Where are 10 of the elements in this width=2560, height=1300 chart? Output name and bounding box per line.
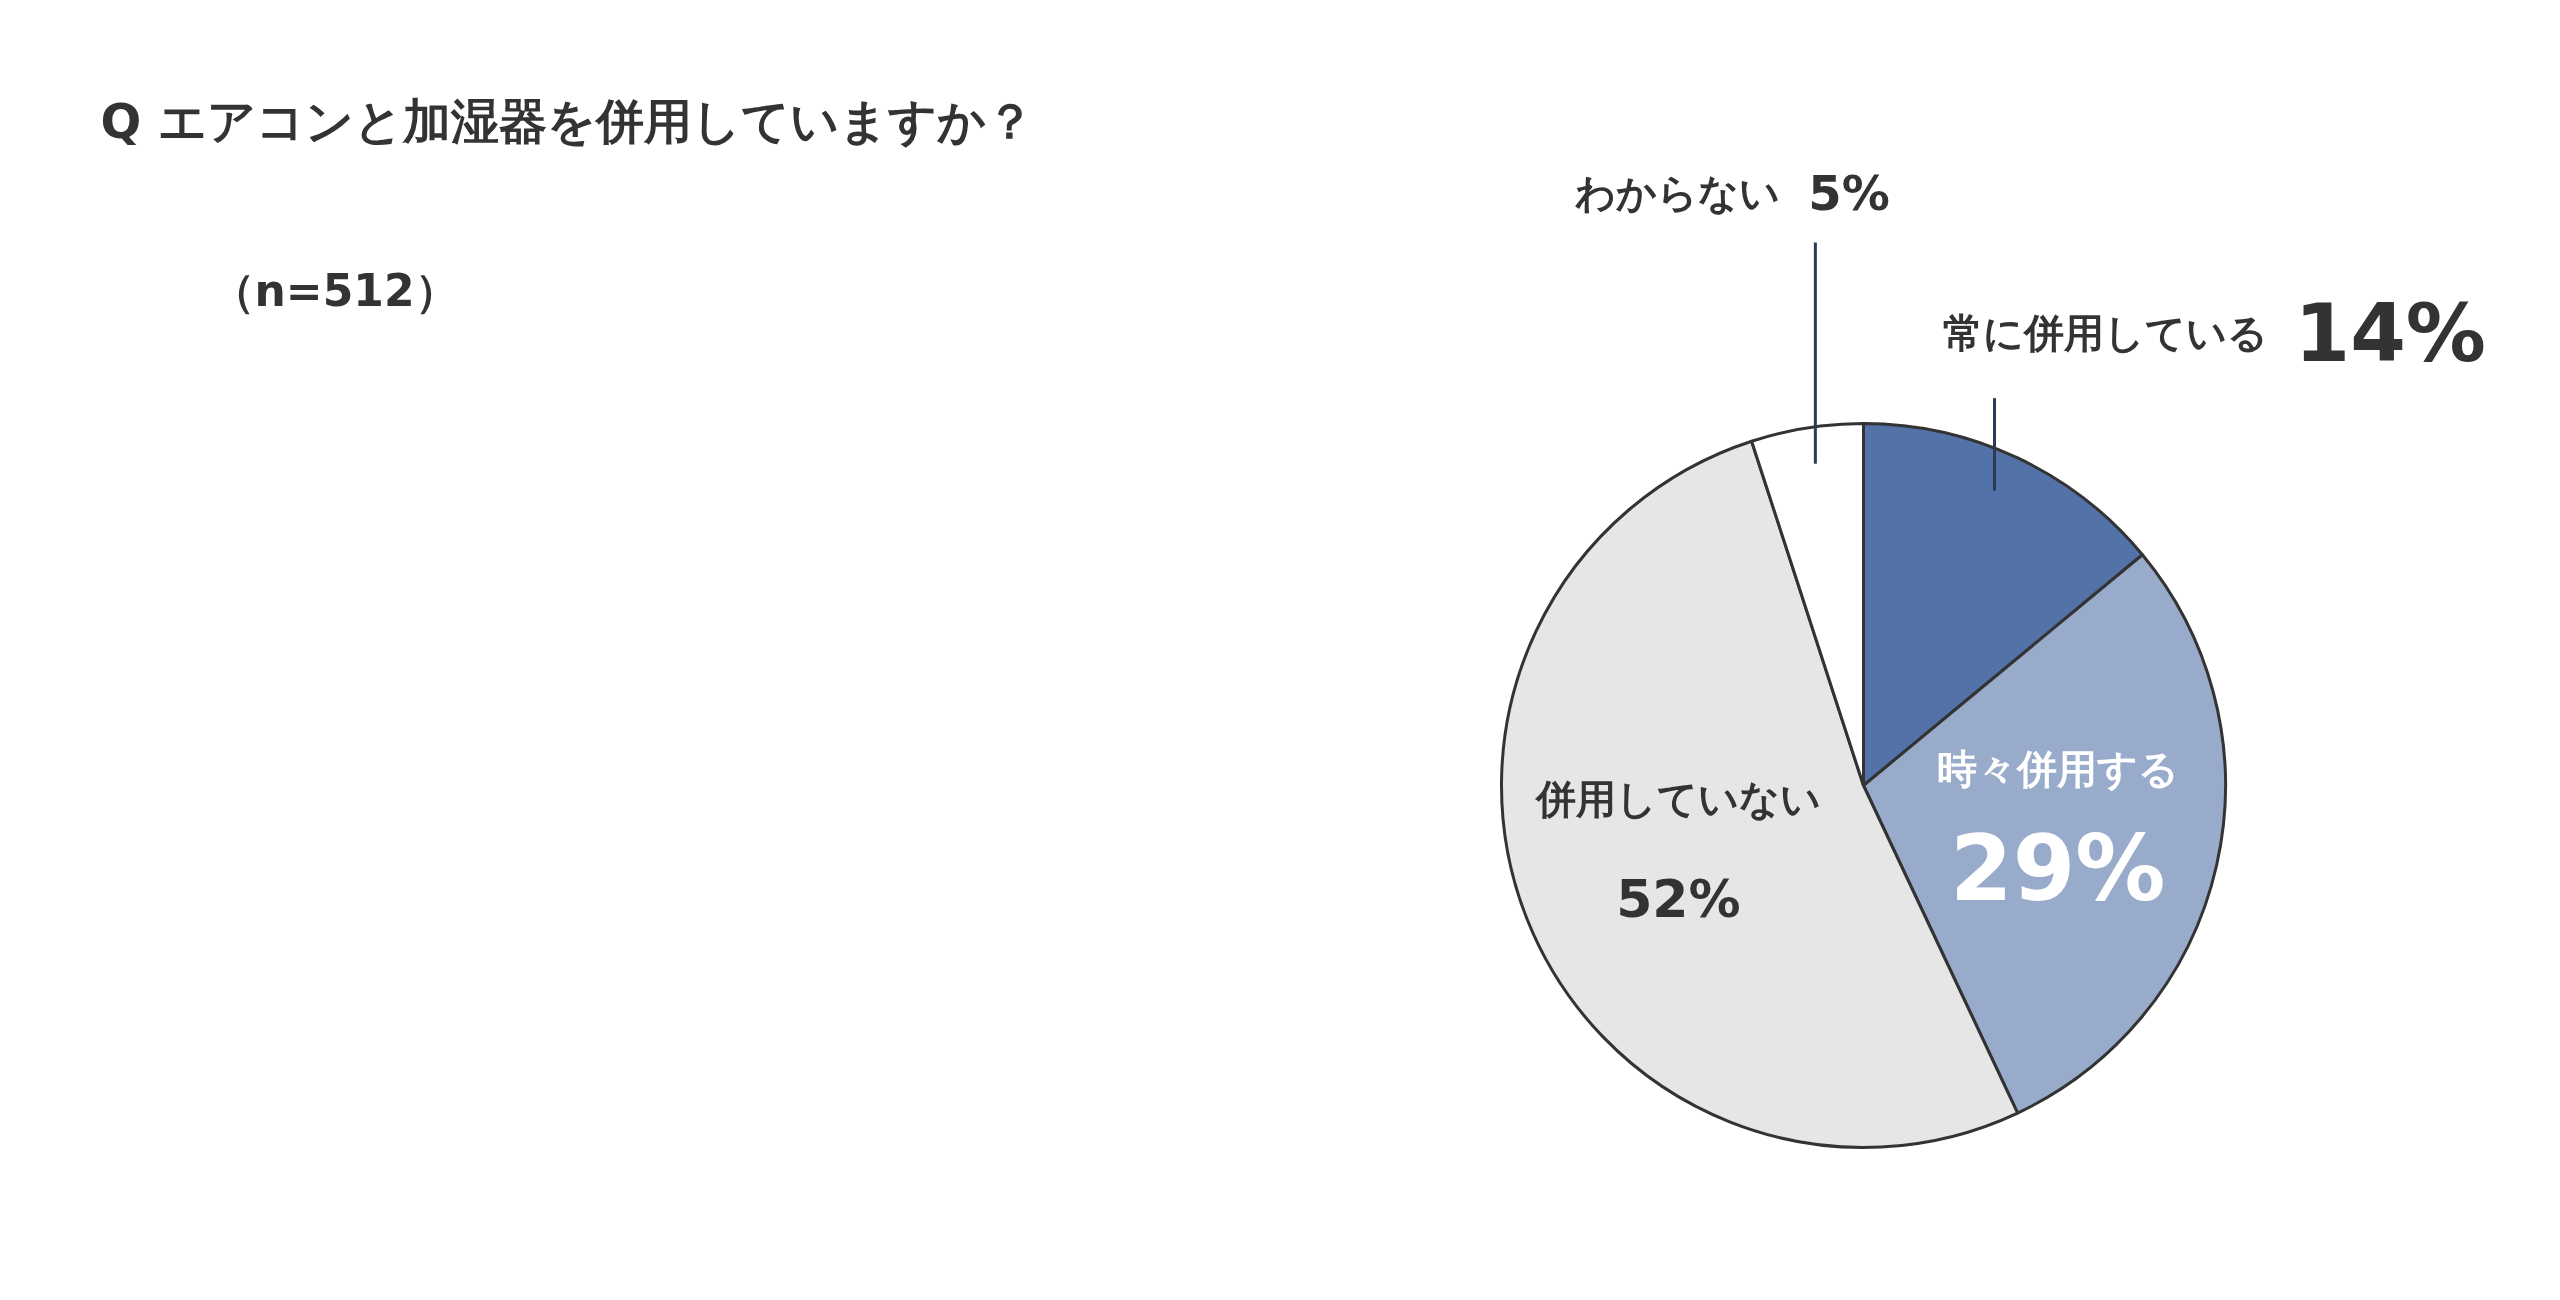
slice-label: わからない xyxy=(1575,169,1781,216)
text: （n=512） xyxy=(210,265,459,316)
text: Q エアコンと加湿器を併用していますか？ xyxy=(100,92,1035,149)
slice-label: 常に併用している xyxy=(1942,310,2268,357)
data-label: 29% xyxy=(1950,816,2166,922)
data-label: 52% xyxy=(1616,868,1741,929)
data-label: 5% xyxy=(1808,164,1890,221)
data-label: 14% xyxy=(2294,286,2486,380)
slice-label: 併用していない xyxy=(1533,775,1821,822)
slice-label: 時々併用する xyxy=(1936,745,2179,792)
